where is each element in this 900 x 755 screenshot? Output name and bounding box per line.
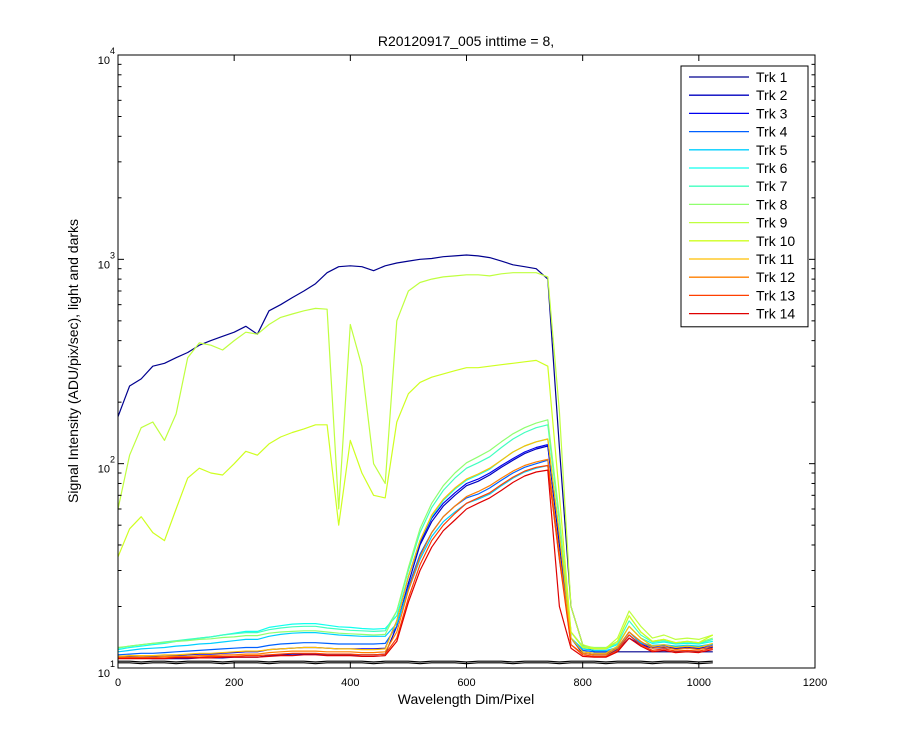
legend-label: Trk 11 — [756, 251, 794, 267]
legend-label: Trk 1 — [756, 69, 788, 85]
legend-label: Trk 8 — [756, 196, 788, 212]
x-axis-label: Wavelength Dim/Pixel — [398, 691, 534, 707]
series-line-9 — [117, 272, 713, 649]
legend-label: Trk 2 — [756, 87, 788, 103]
series-line-11 — [117, 438, 713, 657]
legend-label: Trk 3 — [756, 105, 788, 121]
legend-label: Trk 7 — [756, 178, 788, 194]
y-tick-label-base: 10 — [98, 259, 110, 271]
legend-label: Trk 10 — [756, 233, 795, 249]
x-tick-label: 800 — [573, 677, 591, 689]
x-tick-label: 1200 — [803, 677, 827, 689]
x-tick-label: 200 — [225, 677, 243, 689]
y-tick-label-exponent: 3 — [110, 250, 115, 260]
series-line-12 — [118, 458, 713, 658]
x-tick-label: 1000 — [687, 677, 711, 689]
y-axis-label: Signal Intensity (ADU/pix/sec), light an… — [65, 219, 81, 503]
x-tick-label: 600 — [457, 677, 475, 689]
y-tick-label-base: 10 — [98, 464, 110, 476]
chart-title: R20120917_005 inttime = 8, — [378, 33, 554, 49]
y-tick-label-base: 10 — [98, 668, 110, 680]
legend-label: Trk 4 — [756, 124, 788, 140]
x-tick-label: 0 — [115, 677, 121, 689]
y-tick-label-exponent: 2 — [110, 455, 115, 465]
series-line-15 — [118, 662, 713, 665]
series-line-14 — [118, 469, 713, 660]
legend-label: Trk 14 — [756, 306, 795, 322]
legend: Trk 1 Trk 2 Trk 3 Trk 4 Trk 5 Trk 6 Trk 7 Trk 8… — [680, 65, 809, 328]
series-line-16 — [118, 660, 713, 663]
legend-label: Trk 9 — [756, 215, 788, 231]
series-line-10 — [117, 359, 714, 650]
y-tick-label-exponent: 4 — [110, 46, 115, 56]
series-line-13 — [118, 464, 713, 659]
y-tick-label-base: 10 — [98, 55, 110, 67]
legend-label: Trk 13 — [756, 287, 795, 303]
y-tick-label-exponent: 1 — [110, 659, 115, 669]
legend-label: Trk 12 — [756, 269, 795, 285]
series-layer — [117, 254, 714, 665]
x-tick-label: 400 — [341, 677, 359, 689]
legend-label: Trk 6 — [756, 160, 788, 176]
legend-box — [680, 65, 809, 328]
legend-label: Trk 5 — [756, 142, 788, 158]
